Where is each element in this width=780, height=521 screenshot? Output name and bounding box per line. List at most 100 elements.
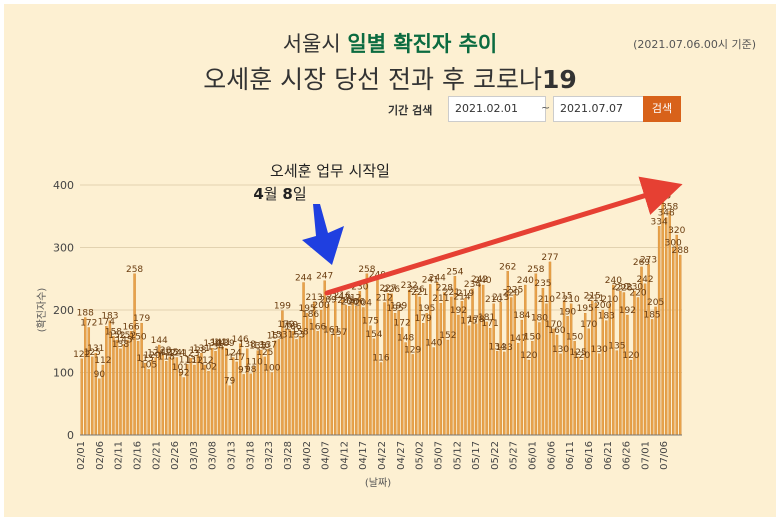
- bar: [193, 364, 196, 436]
- data-label: 134: [489, 342, 506, 352]
- data-label: 210: [563, 295, 580, 305]
- data-label: 215: [584, 292, 601, 302]
- x-tick-label: 03/18: [245, 441, 256, 470]
- data-label: 170: [545, 320, 562, 330]
- data-label: 139: [218, 339, 235, 349]
- data-label: 180: [531, 314, 548, 324]
- x-tick-label: 06/11: [565, 441, 576, 470]
- bar: [267, 349, 270, 436]
- y-tick-label: 200: [53, 304, 74, 317]
- data-label: 241: [422, 275, 439, 285]
- bar: [411, 354, 414, 436]
- x-tick-label: 04/27: [396, 441, 407, 470]
- data-label: 120: [520, 351, 537, 361]
- bar: [661, 200, 664, 436]
- bar: [253, 366, 256, 436]
- bar: [341, 299, 344, 436]
- data-label: 172: [80, 319, 97, 329]
- data-label: 214: [453, 292, 470, 302]
- data-label: 133: [496, 343, 513, 353]
- bar: [196, 354, 200, 436]
- bar: [510, 297, 513, 436]
- end-date-input[interactable]: 2021.07.07: [553, 96, 651, 122]
- data-label: 134: [207, 342, 224, 352]
- x-tick-label: 02/06: [95, 441, 106, 470]
- x-tick-label: 02/01: [76, 441, 87, 470]
- data-label: 152: [439, 331, 456, 341]
- chart-title-line1: 서울시 일별 확진자 추이: [0, 28, 780, 58]
- bar: [203, 364, 207, 436]
- data-label: 183: [598, 312, 615, 322]
- bar: [499, 301, 502, 436]
- bar: [527, 359, 531, 436]
- data-label: 211: [432, 294, 449, 304]
- data-label: 188: [77, 309, 94, 319]
- data-label: 183: [101, 312, 118, 322]
- data-label: 170: [277, 320, 294, 330]
- data-label: 216: [334, 291, 351, 301]
- start-date-input[interactable]: 2021.02.01: [448, 96, 546, 122]
- data-label: 195: [577, 304, 594, 314]
- data-label: 92: [178, 369, 189, 379]
- annotation-day-text: 일: [293, 185, 307, 203]
- bar: [443, 292, 446, 436]
- data-label: 122: [73, 350, 90, 360]
- data-label: 115: [137, 354, 154, 364]
- bar: [422, 322, 425, 436]
- data-label: 221: [443, 288, 460, 298]
- data-label: 166: [122, 322, 139, 332]
- bar: [91, 356, 94, 436]
- bar: [397, 310, 400, 436]
- data-label: 140: [425, 339, 442, 349]
- data-label: 152: [108, 331, 125, 341]
- bar: [348, 306, 351, 436]
- data-label: 125: [570, 348, 587, 358]
- bar: [298, 336, 302, 436]
- bar: [126, 339, 129, 436]
- data-label: 247: [316, 272, 333, 282]
- x-tick-label: 02/11: [114, 441, 125, 470]
- data-label: 234: [464, 280, 481, 290]
- data-label: 230: [351, 282, 368, 292]
- bar: [629, 359, 633, 436]
- data-label: 195: [298, 304, 315, 314]
- data-label: 225: [506, 285, 523, 295]
- data-label: 192: [619, 306, 636, 316]
- search-button[interactable]: 검색: [643, 96, 681, 122]
- bar: [337, 336, 340, 436]
- data-label: 228: [436, 284, 453, 294]
- bar: [147, 369, 150, 436]
- bar: [98, 378, 101, 436]
- data-label: 358: [661, 202, 678, 212]
- data-label: 228: [615, 284, 632, 294]
- data-label: 147: [510, 334, 527, 344]
- data-label: 262: [499, 262, 516, 272]
- data-label: 110: [246, 357, 263, 367]
- data-label: 214: [327, 292, 344, 302]
- date-separator: ~: [541, 101, 551, 114]
- data-label: 128: [189, 346, 206, 356]
- data-label: 242: [471, 275, 488, 285]
- data-label: 210: [485, 295, 502, 305]
- bar: [636, 297, 640, 436]
- bar: [587, 328, 590, 436]
- data-label: 141: [214, 338, 231, 348]
- bar: [231, 357, 235, 436]
- data-label: 137: [260, 340, 277, 350]
- data-label: 112: [94, 356, 111, 366]
- x-tick-label: 03/03: [189, 441, 200, 470]
- blue-arrow-icon: [302, 204, 344, 265]
- bar: [295, 339, 298, 436]
- data-label: 136: [253, 341, 270, 351]
- data-label: 145: [115, 335, 132, 345]
- data-label: 220: [503, 289, 520, 299]
- title-subtitle-text: 오세훈 시장 당선 전과 후 코로나: [203, 65, 542, 94]
- data-label: 199: [390, 302, 407, 312]
- bar: [165, 361, 168, 436]
- bar: [601, 309, 604, 436]
- data-label: 175: [460, 317, 477, 327]
- x-tick-label: 02/26: [170, 441, 181, 470]
- data-label: 150: [524, 332, 541, 342]
- data-label: 151: [267, 332, 284, 342]
- bar: [439, 302, 443, 436]
